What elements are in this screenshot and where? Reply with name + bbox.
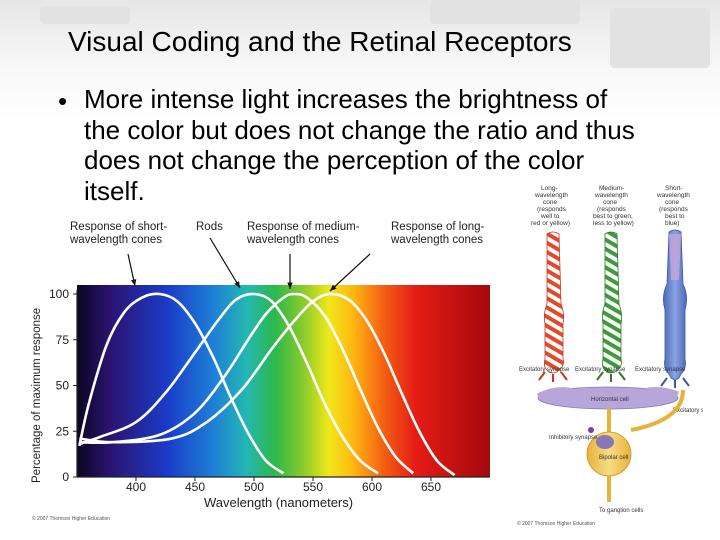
- medium-cone-title: Medium- wavelength cone (responds best t…: [593, 185, 634, 227]
- arrowhead: [287, 282, 293, 289]
- short-cone-title: Short- wavelength cone (responds best to…: [656, 185, 690, 227]
- svg-text:Long-: Long-: [541, 185, 558, 192]
- arrowhead: [130, 279, 137, 286]
- horizontal-cell: Horizontal cell: [536, 386, 679, 410]
- y-tick-label: 25: [56, 424, 70, 438]
- svg-text:wavelength: wavelength: [534, 192, 568, 199]
- arrowhead: [234, 281, 240, 288]
- svg-text:(responds: (responds: [597, 206, 627, 213]
- bullet-line: the color but does not change the ratio …: [84, 114, 635, 145]
- annotation-line: Rods: [196, 221, 223, 233]
- annotation-rods: Rods: [196, 221, 241, 289]
- annotation-line: wavelength cones: [390, 234, 483, 246]
- annotation-line: wavelength cones: [246, 234, 339, 246]
- chart-credit: © 2007 Thomson Higher Education: [32, 515, 110, 522]
- chart-annotations: Response of short-wavelength cones Rods Re…: [69, 221, 485, 292]
- svg-text:best to: best to: [665, 213, 685, 220]
- svg-text:wavelength: wavelength: [656, 192, 690, 199]
- y-tick-label: 75: [56, 333, 70, 347]
- svg-text:best to green,: best to green,: [593, 213, 633, 220]
- figure-credit: © 2007 Thomson Higher Education: [517, 520, 595, 527]
- x-tick-label: 600: [362, 480, 382, 494]
- inhibitory-synapse-label: Inhibitory synapse: [549, 435, 598, 441]
- y-tick-label: 0: [62, 470, 69, 484]
- inhibitory-synapse-dot: [588, 427, 594, 433]
- photoreceptor-svg: Long- wavelength cone (responds well to …: [517, 185, 720, 527]
- y-tick-label: 100: [49, 287, 69, 301]
- svg-text:red or yellow): red or yellow): [531, 220, 570, 227]
- x-axis-label: Wavelength (nanometers): [204, 495, 353, 510]
- short-cone-curve: [78, 292, 285, 475]
- x-tick-label: 400: [126, 480, 146, 494]
- svg-text:cone: cone: [603, 199, 617, 206]
- y-tick-label: 50: [56, 379, 70, 393]
- medium-wavelength-cone: [601, 231, 623, 374]
- svg-text:well to: well to: [540, 213, 560, 220]
- bullet-line: More intense light increases the brightn…: [84, 84, 608, 114]
- bipolar-cell: Bipolar cell: [586, 389, 685, 502]
- bullet-text: More intense light increases the brightn…: [84, 84, 684, 206]
- svg-text:(responds: (responds: [659, 206, 689, 213]
- excitatory-synapse-label: Excitatory synapse: [575, 367, 626, 373]
- long-cone-title: Long- wavelength cone (responds well to …: [531, 185, 570, 227]
- svg-text:Horizontal cell: Horizontal cell: [591, 397, 629, 403]
- annotation-line: wavelength cones: [69, 234, 162, 246]
- rod-curve: [78, 292, 379, 475]
- short-wavelength-cone: [663, 229, 687, 380]
- svg-text:cone: cone: [665, 199, 679, 206]
- long-cone-curve: [79, 292, 456, 477]
- svg-text:cone: cone: [543, 199, 557, 206]
- chart-axes: 0 25 50 75 100 400 450 500 550 600 650: [49, 287, 490, 494]
- arrowhead: [330, 284, 337, 291]
- photoreceptor-figure: Long- wavelength cone (responds well to …: [513, 184, 720, 528]
- svg-text:Medium-: Medium-: [599, 185, 624, 192]
- annotation-short-cones: Response of short-wavelength cones: [69, 221, 167, 287]
- svg-text:Short-: Short-: [665, 185, 683, 192]
- annotation-long-cones: Response of long-wavelength cones: [329, 221, 485, 292]
- y-axis-label: Percentage of maximum response: [31, 308, 43, 483]
- spectral-response-chart: 0 25 50 75 100 400 450 500 550 600 650 Response of…: [30, 218, 510, 528]
- cone-synapses: [538, 371, 690, 388]
- svg-text:Bipolar cell: Bipolar cell: [599, 455, 628, 461]
- long-wavelength-cone: [543, 231, 565, 374]
- excitatory-synapse-label: Excitatory synapse: [519, 367, 570, 373]
- response-curves: [78, 292, 456, 477]
- bullet-line: does not change the perception of the co…: [84, 145, 585, 175]
- to-ganglion-label: To ganglion cells: [599, 508, 643, 514]
- svg-text:wavelength: wavelength: [594, 192, 628, 199]
- x-tick-label: 450: [185, 480, 205, 494]
- bullet-point-marker: •: [58, 86, 68, 116]
- annotation-arrow: [209, 237, 241, 289]
- medium-cone-curve: [79, 292, 415, 475]
- x-tick-label: 650: [421, 480, 441, 494]
- annotation-arrow: [329, 253, 371, 292]
- annotation-line: Response of medium-: [247, 221, 360, 233]
- excitatory-synapse-label: Excitatory synapse: [635, 367, 686, 373]
- slide-title: Visual Coding and the Retinal Receptors: [68, 26, 572, 57]
- excitatory-synapse-label: Excitatory synapse: [673, 408, 703, 414]
- svg-text:(responds: (responds: [537, 206, 567, 213]
- bullet-line: itself.: [84, 175, 145, 206]
- annotation-line: Response of short-: [70, 221, 167, 233]
- svg-text:blue): blue): [665, 220, 679, 227]
- chart-svg: 0 25 50 75 100 400 450 500 550 600 650 Response of…: [31, 221, 490, 522]
- x-tick-label: 550: [303, 480, 323, 494]
- annotation-line: Response of long-: [391, 221, 485, 233]
- svg-text:less to yellow): less to yellow): [593, 220, 634, 227]
- x-tick-label: 500: [244, 480, 264, 494]
- annotation-medium-cones: Response of medium-wavelength cones: [246, 221, 360, 289]
